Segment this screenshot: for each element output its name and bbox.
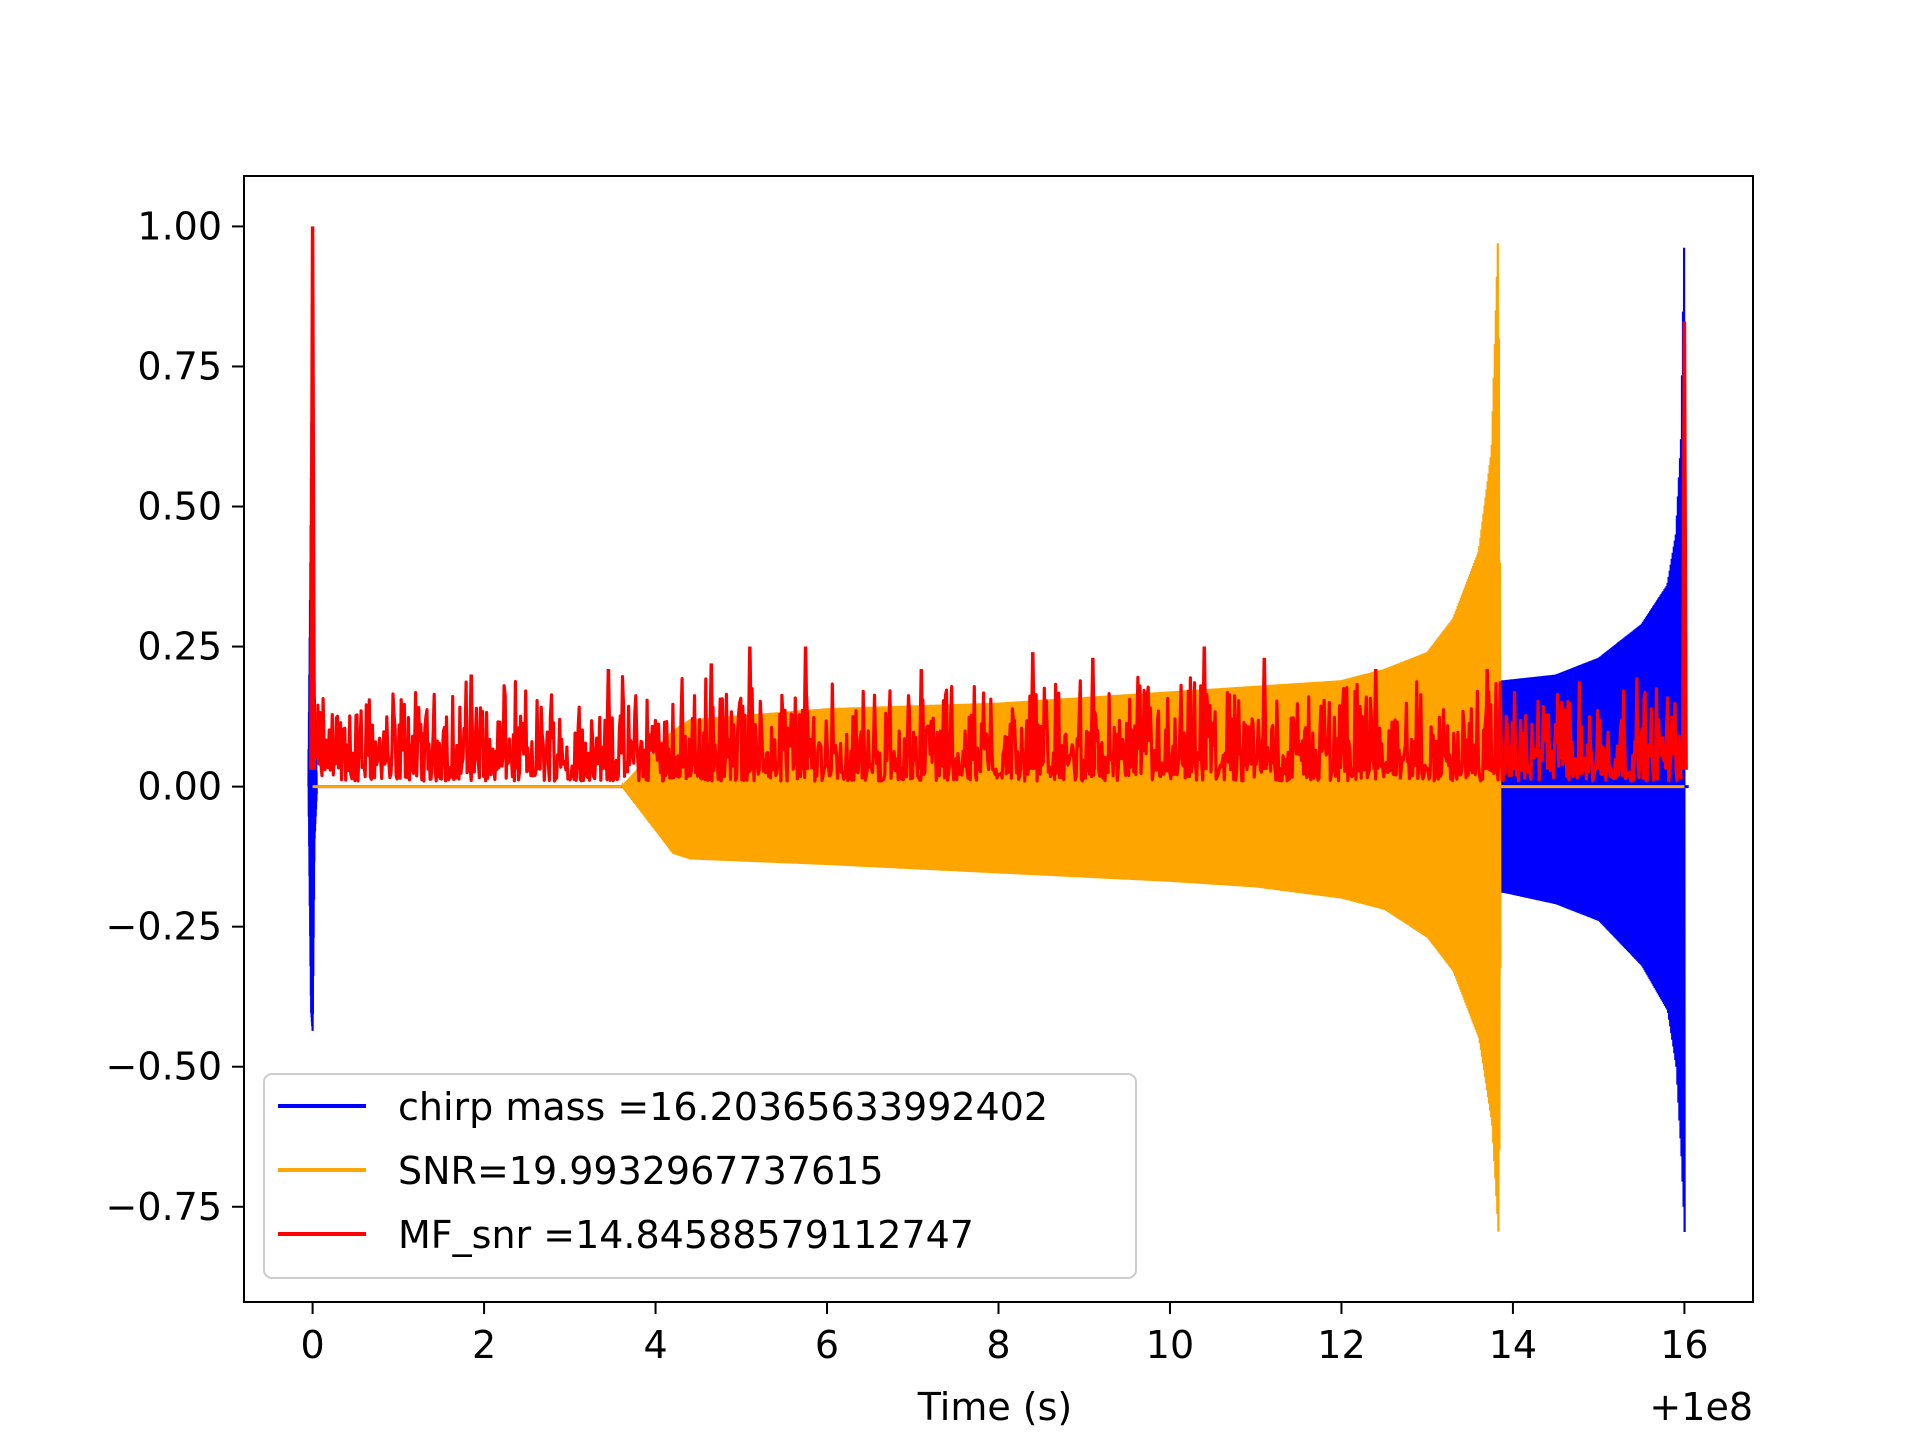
series-mf-snr-peak [467,674,475,770]
x-tick-label: 10 [1146,1323,1194,1367]
y-tick-label: 0.50 [137,485,222,529]
series-mf-snr-peak [746,646,754,770]
y-tick-label: −0.50 [106,1045,222,1089]
y-tick-label: 0.75 [137,344,222,388]
series-mf-snr-peak [707,663,715,770]
series-mf-snr-peak [1372,668,1380,770]
y-tick-label: −0.25 [106,905,222,949]
series-mf-snr-peak [917,668,925,770]
y-tick-label: 0.00 [137,765,222,809]
series-mf-snr-peak [1089,657,1097,770]
legend: chirp mass =16.20365633992402 SNR=19.9932… [263,1073,1137,1279]
series-mf-snr-peak [309,226,317,770]
x-tick-label: 12 [1317,1323,1365,1367]
series-mf-snr-peak [802,646,810,770]
legend-box [263,1073,1137,1279]
legend-entry-label: chirp mass =16.20365633992402 [398,1085,1048,1129]
legend-entry-label: MF_snr =14.84588579112747 [398,1213,974,1257]
legend-entry-label: SNR=19.9932967737615 [398,1149,884,1193]
y-tick-label: 1.00 [137,204,222,248]
x-tick-label: 2 [472,1323,496,1367]
x-axis-offset-label: +1e8 [1649,1385,1753,1429]
series-mf-snr-peak [604,668,612,770]
y-tick-label: 0.25 [137,625,222,669]
x-tick-label: 8 [986,1323,1010,1367]
x-tick-label: 16 [1660,1323,1708,1367]
y-tick-label: −0.75 [106,1185,222,1229]
x-tick-label: 14 [1489,1323,1537,1367]
series-mf-snr-peak [1260,657,1268,770]
axis-ticks: 0 2 4 6 8 10 12 14 16 1.00 0.75 0.50 0.25 0.00 −0.25 −0… [106,204,1709,1367]
series-mf-snr-peak [1483,668,1491,770]
x-tick-label: 0 [300,1323,324,1367]
x-axis-label: Time (s) [917,1385,1073,1429]
x-tick-label: 4 [643,1323,667,1367]
series-mf-snr-line [315,675,1683,783]
series-mf-snr-peak [1680,321,1688,770]
x-tick-label: 6 [815,1323,839,1367]
series-mf-snr-peak [1029,652,1037,770]
series-mf-snr-peak [1200,646,1208,770]
